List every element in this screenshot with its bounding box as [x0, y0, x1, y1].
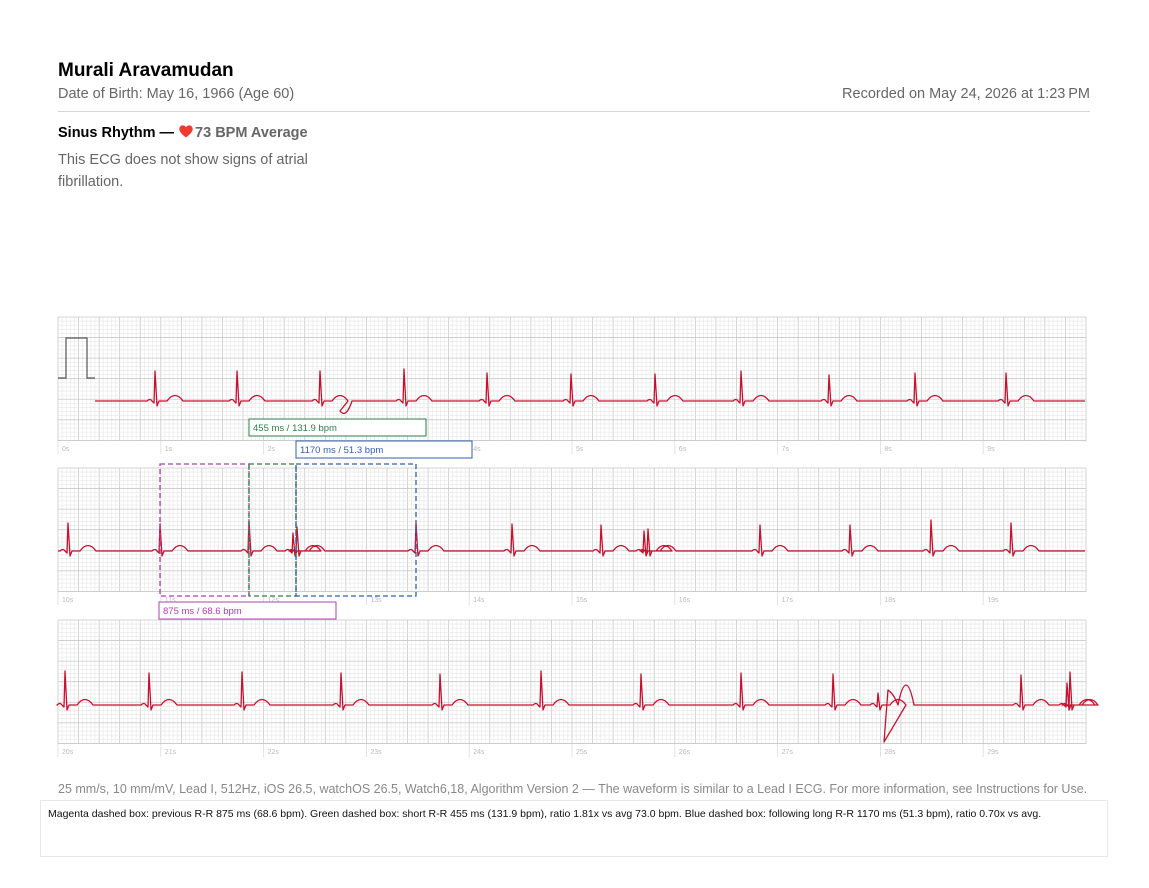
ecg-trace-strip-3: [56, 670, 1099, 743]
ecg-trace-strip-2: [58, 519, 1085, 557]
long-rr-label: 1170 ms / 51.3 bpm: [295, 440, 473, 459]
time-tick-label: 1s: [165, 446, 173, 453]
time-tick-label: 29s: [987, 749, 999, 756]
average-bpm: 73 BPM Average: [195, 125, 308, 141]
time-tick-label: 11s: [165, 597, 176, 604]
classification-line: Sinus Rhythm — 73 BPM Average: [58, 125, 308, 142]
svg-text:875 ms / 68.6 bpm: 875 ms / 68.6 bpm: [163, 606, 242, 617]
recorded-timestamp: Recorded on May 24, 2026 at 1:23 PM: [842, 86, 1090, 102]
short-rr-dashed-box: [248, 463, 297, 597]
time-tick-label: 21s: [165, 749, 177, 756]
long-rr-dashed-box: [295, 463, 417, 597]
time-tick-label: 25s: [576, 749, 588, 756]
heart-icon: [179, 125, 193, 142]
date-of-birth: Date of Birth: May 16, 1966 (Age 60): [58, 86, 295, 102]
time-tick-label: 10s: [62, 597, 74, 604]
calibration-pulse: [58, 337, 95, 379]
ecg-strip: 20s 21s 22s 23s 24s 25s 26s 27s 28s 29s: [57, 619, 1087, 757]
time-tick-label: 26s: [679, 749, 691, 756]
time-tick-label: 20s: [62, 749, 74, 756]
ecg-chart: 0s1s2s3s4s5s6s7s8s9s10s11s12s13s14s15s16…: [56, 316, 1099, 757]
ecg-trace-strip-1: [95, 368, 1085, 415]
time-tick-label: 2s: [268, 446, 276, 453]
time-tick-label: 8s: [884, 446, 892, 453]
time-tick-label: 15s: [576, 597, 588, 604]
previous-rr-label: 875 ms / 68.6 bpm: [158, 601, 337, 620]
time-tick-label: 13s: [370, 597, 382, 604]
rhythm-label: Sinus Rhythm —: [58, 125, 175, 141]
time-tick-label: 12s: [268, 597, 280, 604]
time-tick-label: 24s: [473, 749, 485, 756]
time-tick-label: 22s: [268, 749, 280, 756]
time-tick-label: 0s: [62, 446, 70, 453]
svg-text:455 ms / 131.9 bpm: 455 ms / 131.9 bpm: [253, 423, 337, 434]
time-tick-label: 14s: [473, 597, 485, 604]
svg-text:1170 ms / 51.3 bpm: 1170 ms / 51.3 bpm: [300, 445, 383, 456]
recording-details: 25 mm/s, 10 mm/mV, Lead I, 512Hz, iOS 26…: [58, 782, 1088, 796]
time-tick-label: 17s: [782, 597, 794, 604]
time-tick-label: 18s: [884, 597, 896, 604]
time-tick-label: 28s: [884, 749, 896, 756]
time-tick-label: 4s: [473, 446, 481, 453]
time-tick-label: 27s: [782, 749, 794, 756]
short-rr-label: 455 ms / 131.9 bpm: [248, 418, 427, 437]
time-tick-label: 16s: [679, 597, 691, 604]
time-tick-label: 7s: [782, 446, 790, 453]
time-tick-label: 19s: [987, 597, 999, 604]
time-tick-label: 5s: [576, 446, 584, 453]
time-tick-label: 6s: [679, 446, 687, 453]
time-tick-label: 9s: [987, 446, 995, 453]
ecg-strip: 10s 11s 12s 13s 14s 15s 16s 17s 18s 19s: [57, 467, 1087, 605]
annotation-panel: [40, 800, 1108, 857]
patient-name: Murali Aravamudan: [58, 60, 234, 81]
header-divider: [58, 111, 1090, 112]
time-tick-label: 23s: [370, 749, 382, 756]
annotation-note: Magenta dashed box: previous R-R 875 ms …: [48, 808, 1042, 820]
classification-summary: This ECG does not show signs of atrial f…: [58, 152, 308, 190]
